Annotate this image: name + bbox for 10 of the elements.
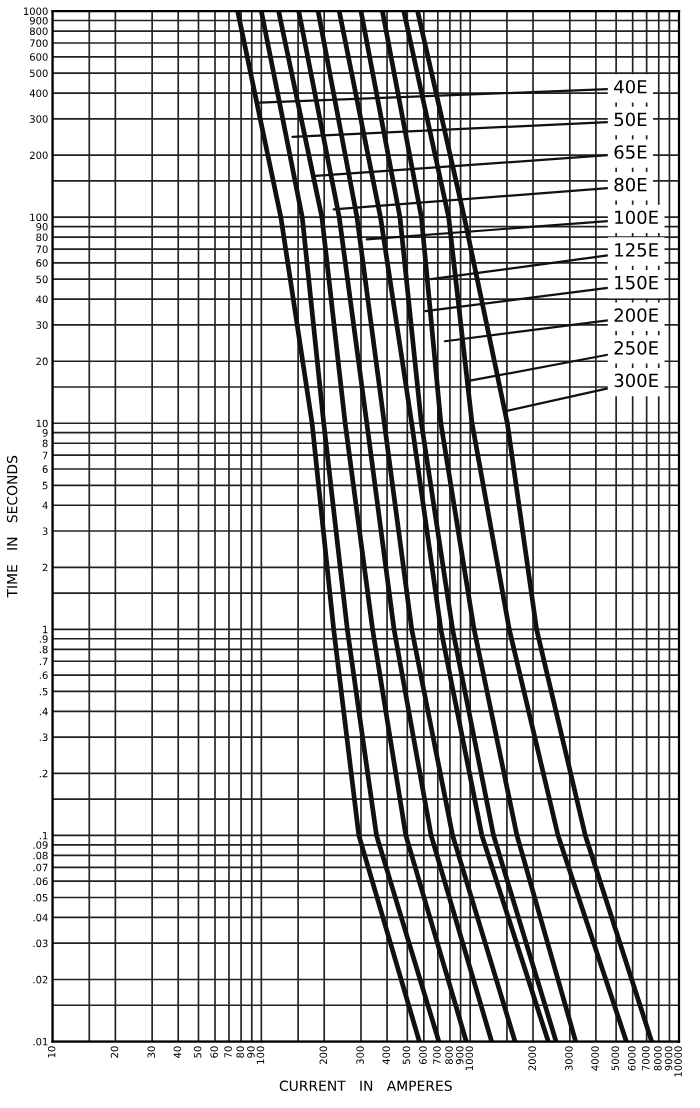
annotation: 100E bbox=[615, 210, 658, 225]
annotation: 50E bbox=[614, 112, 647, 127]
annotation: 65E bbox=[614, 145, 647, 159]
annotation: 125E bbox=[615, 243, 658, 257]
annotation: 80E bbox=[614, 177, 647, 192]
annotation: 150E bbox=[615, 275, 658, 290]
annotation: 200E bbox=[614, 308, 658, 323]
annotation: 300E bbox=[614, 373, 658, 388]
annotation: 250E bbox=[614, 340, 658, 355]
annotation: 40E bbox=[614, 79, 647, 94]
